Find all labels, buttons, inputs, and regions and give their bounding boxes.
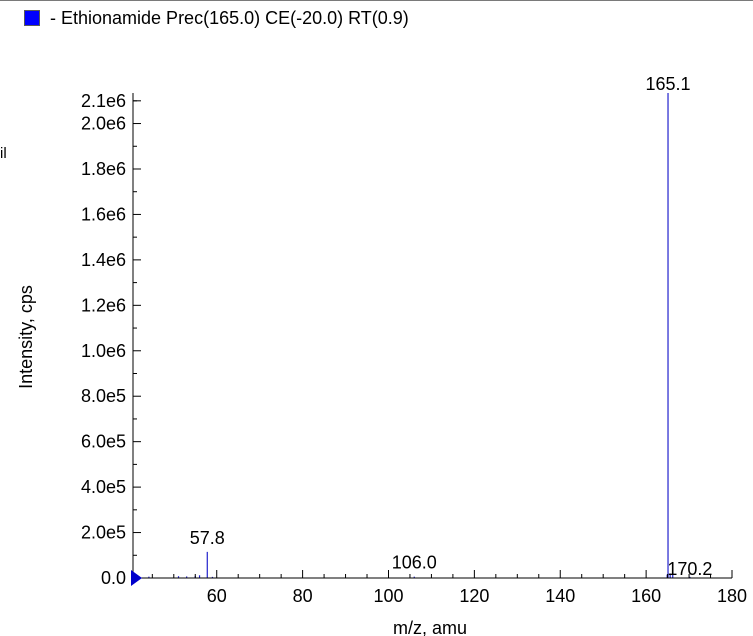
x-tick-label: 140: [545, 586, 575, 606]
x-tick-label: 80: [293, 586, 313, 606]
y-tick-label: 1.0e6: [81, 341, 126, 361]
legend-label: - Ethionamide Prec(165.0) CE(-20.0) RT(0…: [50, 7, 409, 28]
peaks-layer: [148, 93, 691, 578]
peak-label: 170.2: [667, 559, 712, 579]
x-axis-title: m/z, amu: [393, 618, 467, 636]
legend-swatch: [24, 10, 40, 26]
x-tick-label: 160: [631, 586, 661, 606]
labels-layer: 60 80 100 120 140 160 180 0.0 2.0e5 4.0e5 6.0e5 8.0…: [81, 74, 747, 606]
y-tick-label: 1.8e6: [81, 159, 126, 179]
peak-label: 106.0: [392, 553, 437, 573]
x-tick-label: 60: [207, 586, 227, 606]
y-tick-label: 2.1e6: [81, 91, 126, 111]
y-tick-label: 1.4e6: [81, 250, 126, 270]
peak-label: 165.1: [645, 74, 690, 94]
y-tick-label: 1.2e6: [81, 295, 126, 315]
legend: - Ethionamide Prec(165.0) CE(-20.0) RT(0…: [24, 7, 409, 29]
y-tick-label: 4.0e5: [81, 477, 126, 497]
y-axis-title: Intensity, cps: [16, 285, 36, 389]
side-glyph: il: [0, 145, 7, 162]
x-tick-label: 100: [373, 586, 403, 606]
window-top-border: [0, 0, 753, 1]
peak-label: 57.8: [190, 528, 225, 548]
y-tick-label: 2.0e6: [81, 114, 126, 134]
y-tick-label: 8.0e5: [81, 386, 126, 406]
y-tick-label: 2.0e5: [81, 523, 126, 543]
axis-origin-marker: [131, 570, 142, 586]
axes-layer: [131, 93, 733, 586]
x-tick-label: 180: [717, 586, 747, 606]
y-tick-label: 0.0: [101, 568, 126, 588]
y-tick-label: 6.0e5: [81, 432, 126, 452]
x-tick-label: 120: [459, 586, 489, 606]
y-tick-label: 1.6e6: [81, 204, 126, 224]
